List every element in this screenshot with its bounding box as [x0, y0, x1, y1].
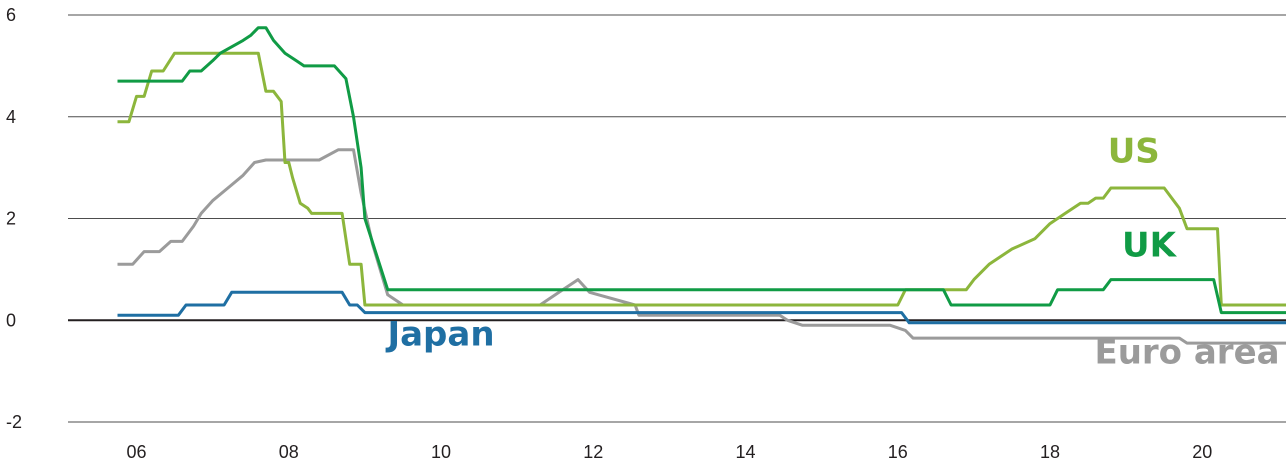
y-tick-label: 4	[6, 107, 16, 127]
grid-lines	[68, 14, 1286, 423]
y-tick-label: 6	[6, 5, 16, 25]
series-label-uk: UK	[1122, 226, 1178, 266]
series-label-us: US	[1108, 132, 1160, 172]
series-lines	[117, 26, 1286, 345]
x-axis-tick-labels: 06 08 10 12 14 16 18 20	[126, 442, 1212, 462]
x-tick-label: 14	[735, 442, 755, 462]
y-tick-label: -2	[6, 412, 22, 432]
series-line-us	[117, 51, 1286, 307]
x-tick-label: 18	[1040, 442, 1060, 462]
x-tick-label: 08	[279, 442, 299, 462]
series-label-japan: Japan	[385, 315, 494, 355]
x-tick-label: 10	[431, 442, 451, 462]
y-tick-label: 0	[6, 310, 16, 330]
y-tick-label: 2	[6, 209, 16, 229]
series-line-uk	[117, 26, 1286, 315]
x-tick-label: 12	[583, 442, 603, 462]
y-axis-tick-labels: -2 0 2 4 6	[6, 5, 22, 432]
series-line-japan	[117, 290, 1286, 325]
x-tick-label: 20	[1192, 442, 1212, 462]
x-tick-label: 06	[126, 442, 146, 462]
series-labels: US UK Japan Euro area	[385, 132, 1279, 373]
series-label-euro-area: Euro area	[1094, 332, 1279, 372]
x-tick-label: 16	[888, 442, 908, 462]
